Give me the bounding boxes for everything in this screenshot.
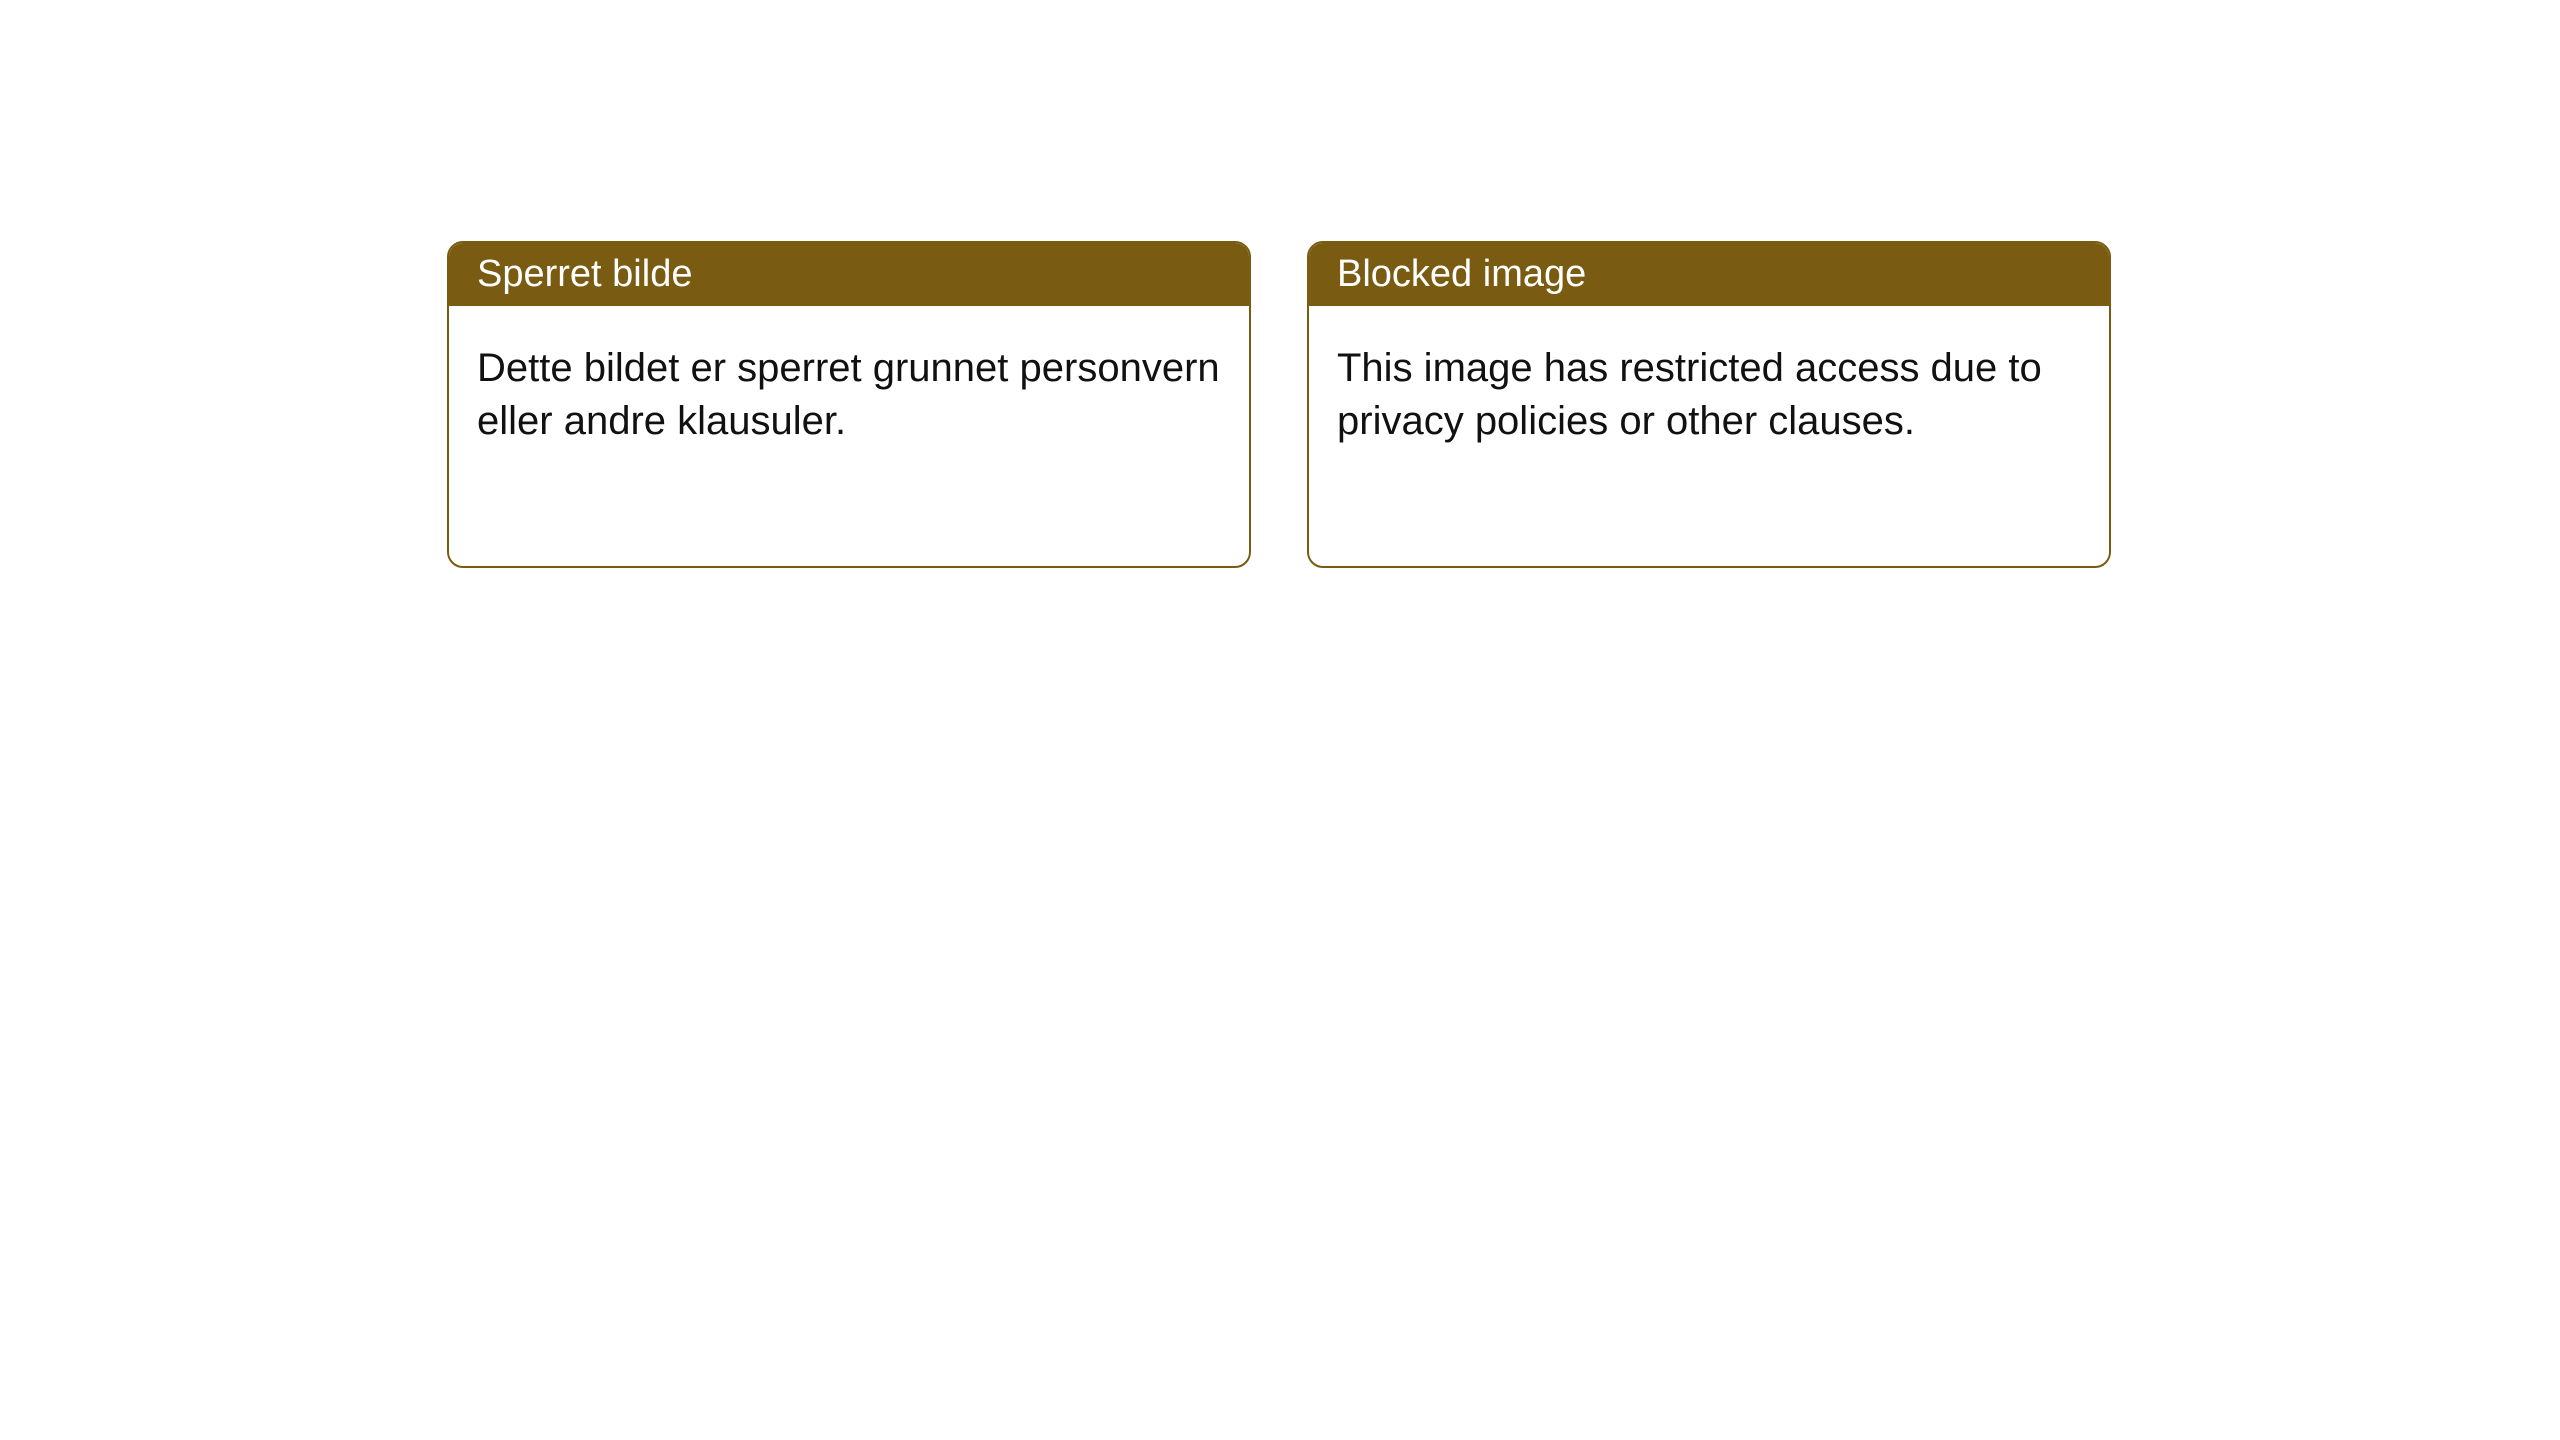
card-body-text: Dette bildet er sperret grunnet personve… xyxy=(477,342,1221,448)
card-body: Dette bildet er sperret grunnet personve… xyxy=(449,306,1249,566)
notice-cards-row: Sperret bilde Dette bildet er sperret gr… xyxy=(447,241,2111,568)
card-body: This image has restricted access due to … xyxy=(1309,306,2109,566)
card-header: Sperret bilde xyxy=(449,243,1249,306)
card-body-text: This image has restricted access due to … xyxy=(1337,342,2081,448)
notice-card-norwegian: Sperret bilde Dette bildet er sperret gr… xyxy=(447,241,1251,568)
card-title: Blocked image xyxy=(1337,253,1586,295)
notice-card-english: Blocked image This image has restricted … xyxy=(1307,241,2111,568)
card-header: Blocked image xyxy=(1309,243,2109,306)
card-title: Sperret bilde xyxy=(477,253,692,295)
